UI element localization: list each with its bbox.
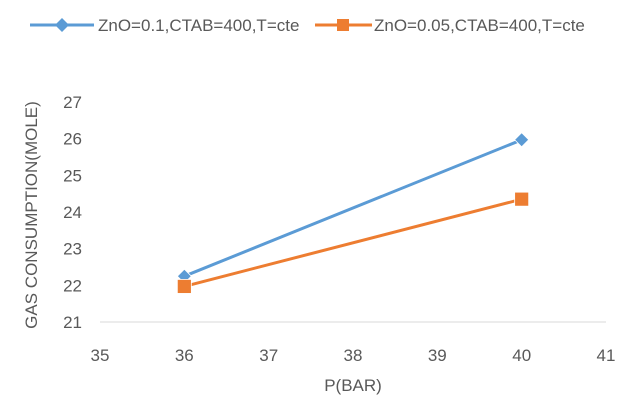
y-tick-label: 26 xyxy=(63,130,82,149)
legend-marker-series-2 xyxy=(337,19,349,31)
data-point-series-1 xyxy=(514,132,530,148)
legend-item-series-2: ZnO=0.05,CTAB=400,T=cte xyxy=(315,16,585,35)
x-tick-label: 40 xyxy=(512,346,531,365)
legend-marker-series-1 xyxy=(55,18,69,32)
x-tick-label: 38 xyxy=(344,346,363,365)
series-line-1 xyxy=(183,138,523,278)
y-tick-label: 21 xyxy=(63,313,82,332)
legend-label-series-2: ZnO=0.05,CTAB=400,T=cte xyxy=(374,16,585,35)
y-tick-label: 27 xyxy=(63,93,82,112)
data-point-series-2 xyxy=(514,191,530,207)
y-axis-title: GAS CONSUMPTION(MOLE) xyxy=(22,101,41,329)
x-tick-label: 35 xyxy=(91,346,110,365)
x-axis-title: P(BAR) xyxy=(324,376,382,395)
x-tick-label: 37 xyxy=(259,346,278,365)
y-tick-labels: 21 22 23 24 25 26 27 xyxy=(63,93,82,332)
plot-area xyxy=(176,132,530,294)
x-tick-label: 41 xyxy=(597,346,616,365)
x-tick-label: 36 xyxy=(175,346,194,365)
legend: ZnO=0.1,CTAB=400,T=cte ZnO=0.05,CTAB=400… xyxy=(30,16,585,35)
series-line-2 xyxy=(183,197,523,288)
legend-label-series-1: ZnO=0.1,CTAB=400,T=cte xyxy=(98,16,299,35)
y-tick-label: 22 xyxy=(63,276,82,295)
x-tick-label: 39 xyxy=(428,346,447,365)
y-tick-label: 25 xyxy=(63,166,82,185)
y-tick-label: 24 xyxy=(63,203,82,222)
legend-item-series-1: ZnO=0.1,CTAB=400,T=cte xyxy=(30,16,299,35)
y-tick-label: 23 xyxy=(63,240,82,259)
data-point-series-2 xyxy=(176,279,192,294)
x-tick-labels: 35 36 37 38 39 40 41 xyxy=(91,346,616,365)
